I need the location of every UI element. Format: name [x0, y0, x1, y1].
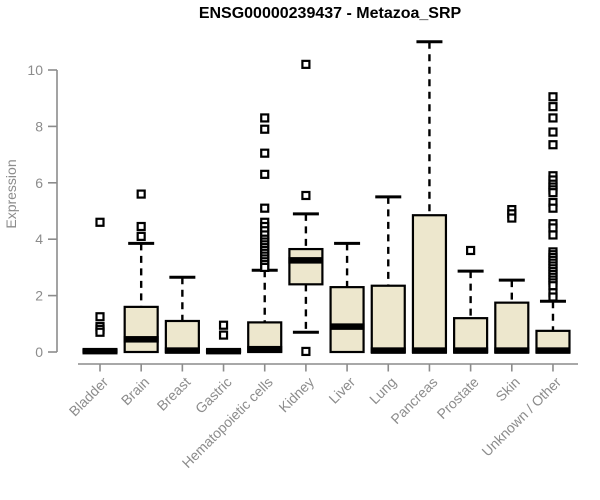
outlier-point — [136, 189, 146, 199]
y-tick-label: 6 — [35, 175, 43, 191]
outlier-point — [260, 148, 270, 158]
outlier-point — [260, 262, 270, 272]
outlier-point — [548, 188, 558, 198]
median-line — [494, 347, 530, 354]
outlier-point — [136, 221, 146, 232]
outlier-point — [136, 231, 146, 241]
box-Lung — [370, 284, 406, 354]
outlier-point — [301, 59, 311, 69]
x-tick-label: Lung — [366, 374, 399, 407]
median-line — [370, 347, 406, 354]
outlier-point — [95, 217, 105, 227]
x-tick-label: Brain — [118, 374, 152, 408]
median-line — [411, 347, 447, 354]
box-Skin — [494, 301, 530, 354]
median-line — [206, 347, 242, 355]
outlier-point — [260, 124, 270, 134]
outlier-point — [548, 292, 558, 302]
y-tick-label: 2 — [35, 288, 43, 304]
outlier-point — [548, 230, 558, 240]
box-Brain — [123, 305, 159, 354]
median-line — [329, 323, 365, 330]
outlier-point — [548, 223, 558, 233]
outlier-point — [260, 203, 270, 213]
x-tick-label: Kidney — [275, 374, 317, 416]
box-Prostate — [453, 317, 489, 354]
box-Pancreas — [411, 214, 448, 354]
outlier-point — [218, 330, 229, 340]
outlier-point — [95, 327, 105, 337]
outlier-point — [548, 127, 558, 137]
outlier-point — [466, 245, 476, 256]
outlier-point — [260, 169, 270, 179]
median-line — [123, 336, 159, 343]
outlier-point — [301, 346, 311, 357]
y-tick-label: 10 — [27, 62, 43, 78]
outlier-point — [548, 102, 558, 112]
chart-title: ENSG00000239437 - Metazoa_SRP — [198, 5, 462, 22]
outlier-point — [548, 140, 558, 150]
outlier-point — [218, 320, 229, 330]
outlier-point — [95, 312, 105, 322]
median-line — [453, 347, 489, 354]
median-line — [82, 347, 118, 355]
x-tick-label: Breast — [154, 374, 194, 414]
median-line — [288, 257, 324, 264]
box-Kidney — [288, 247, 324, 286]
outlier-point — [548, 203, 558, 213]
median-line — [164, 347, 200, 354]
outlier-point — [548, 92, 558, 102]
outlier-point — [301, 190, 311, 201]
median-line — [247, 345, 283, 353]
y-tick-label: 0 — [35, 344, 43, 360]
y-tick-label: 4 — [35, 231, 43, 247]
box-Breast — [164, 319, 200, 354]
median-line — [535, 347, 571, 354]
x-tick-label: Bladder — [66, 374, 112, 420]
x-tick-label: Liver — [325, 374, 358, 407]
x-tick-label: Skin — [492, 374, 523, 405]
outlier-point — [548, 113, 558, 123]
outlier-point — [507, 213, 517, 223]
x-tick-label: Prostate — [434, 374, 482, 422]
box-Liver — [329, 286, 365, 354]
y-tick-label: 8 — [35, 118, 43, 134]
outlier-point — [260, 113, 270, 123]
